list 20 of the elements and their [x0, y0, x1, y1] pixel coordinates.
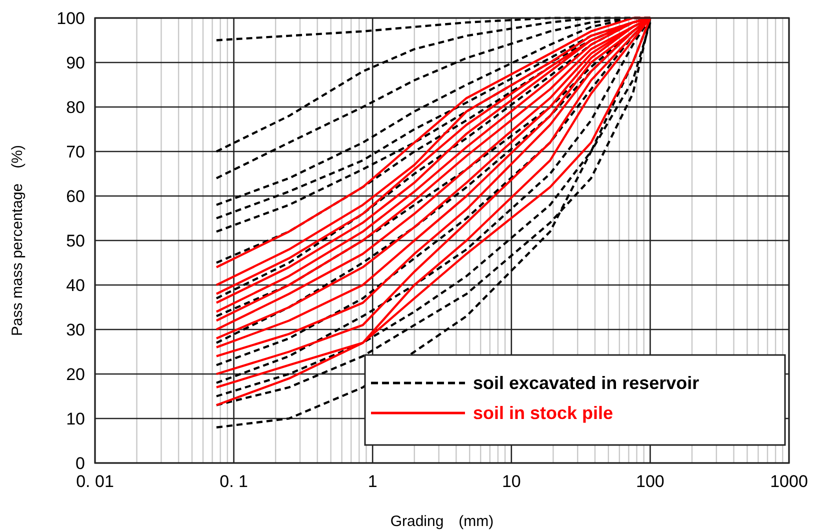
x-tick-label: 100	[636, 472, 664, 491]
y-tick-label: 60	[66, 187, 85, 206]
y-axis-title: Pass mass percentage (%)	[9, 145, 26, 336]
y-tick-label: 0	[76, 454, 85, 473]
legend: soil excavated in reservoir soil in stock pile	[364, 354, 786, 446]
y-tick-label: 90	[66, 54, 85, 72]
y-tick-label: 20	[66, 365, 85, 384]
y-tick-label: 30	[66, 320, 85, 340]
y-tick-label: 50	[66, 232, 85, 250]
y-tick-label: 100	[56, 9, 85, 28]
y-tick-label: 10	[66, 410, 85, 428]
x-axis-title: Grading (mm)	[390, 513, 494, 530]
y-tick-label: 80	[66, 98, 85, 117]
x-tick-label: 10	[502, 472, 521, 491]
y-tick-label: 40	[66, 276, 85, 295]
x-tick-label: 0. 1	[220, 472, 248, 491]
y-tick-label: 70	[66, 142, 85, 162]
x-tick-label: 0. 01	[76, 472, 114, 491]
x-tick-label: 1	[368, 472, 378, 491]
x-tick-label: 1000	[770, 472, 808, 491]
